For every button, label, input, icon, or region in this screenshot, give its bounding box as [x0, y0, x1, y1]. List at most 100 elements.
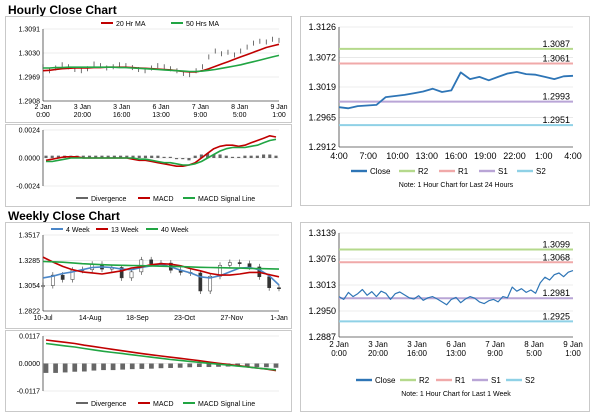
legend-label: Divergence [91, 401, 127, 408]
hourly-levels-panel: 1.3126 1.3072 1.3019 1.2965 1.2912 1.3087 1.30… [300, 16, 590, 206]
price-candle [41, 285, 45, 287]
divergence-bar [249, 155, 253, 158]
level-label-r1: 1.3061 [542, 53, 570, 63]
x-tick-label: 20:00 [74, 112, 92, 119]
price-candle [277, 287, 281, 289]
y-tick-label: 1.3019 [308, 82, 336, 92]
level-label-s2: 1.2951 [542, 115, 570, 125]
divergence-bar [244, 363, 250, 367]
x-tick-label: 8 Jan [524, 340, 544, 349]
divergence-bar [224, 155, 228, 158]
price-candle [208, 275, 213, 292]
x-tick-label: 5:00 [526, 349, 542, 358]
legend-label: Close [370, 167, 391, 176]
y-tick-label: 1.3139 [308, 228, 336, 238]
week4-line [42, 263, 280, 286]
y-tick-label: 1.3517 [19, 233, 41, 240]
week13-line [42, 256, 280, 278]
x-tick-label: 4:00 [330, 151, 348, 161]
divergence-bar [262, 154, 266, 158]
divergence-bar [212, 154, 216, 158]
x-tick-label: 0:00 [36, 112, 50, 119]
x-tick-label: 1:00 [272, 112, 286, 119]
legend-label: 13 Week [111, 227, 139, 234]
close-line [338, 71, 574, 110]
price-candle [129, 271, 134, 279]
divergence-bar [206, 363, 212, 368]
x-tick-label: 6 Jan [152, 104, 169, 111]
divergence-bar [119, 155, 123, 158]
legend-label: MACD [153, 401, 174, 408]
divergence-bar [100, 155, 104, 158]
divergence-bar [237, 156, 241, 158]
legend-label: 4 Week [66, 227, 90, 234]
y-tick-label: 1.3013 [308, 280, 336, 290]
x-tick-label: 14-Aug [79, 315, 102, 322]
price-candle [237, 262, 242, 264]
x-tick-label: 7 Jan [485, 340, 505, 349]
x-tick-label: 9 Jan [563, 340, 583, 349]
divergence-bar [158, 363, 164, 369]
divergence-bar [87, 155, 92, 158]
hourly-macd-chart: 0.0024 0.0000 -0.0024 Divergence MACD MACD Si… [16, 128, 279, 203]
divergence-bar [174, 158, 179, 160]
x-tick-label: 3 Jan [407, 340, 427, 349]
divergence-bar [187, 158, 191, 161]
x-tick-label: 4:00 [564, 151, 582, 161]
level-label-s1: 1.2981 [542, 288, 570, 298]
divergence-bar [150, 155, 154, 158]
x-tick-label: 3 Jan [368, 340, 388, 349]
weekly-price-chart: 4 Week 13 Week 40 Week 1.3517 1.3285 1.3054 1.… [19, 227, 288, 322]
divergence-bar [264, 363, 269, 368]
y-tick-label: 1.2908 [19, 99, 41, 106]
close-line [338, 270, 574, 306]
divergence-bar [62, 363, 68, 373]
y-tick-label: 1.3076 [308, 254, 336, 264]
y-tick-label: 0.0000 [19, 156, 41, 163]
x-tick-label: 5:00 [233, 112, 247, 119]
chart-note: Note: 1 Hour Chart for Last 1 Week [401, 391, 511, 398]
divergence-bar [218, 154, 222, 158]
y-tick-label: 1.2969 [19, 75, 41, 82]
y-tick-label: 1.2912 [308, 142, 336, 152]
weekly-levels-chart: 1.3139 1.3076 1.3013 1.2950 1.2887 1.3099 1.30… [308, 228, 583, 398]
divergence-bar [81, 155, 85, 158]
divergence-bar [162, 156, 166, 158]
price-candle [198, 272, 203, 292]
x-tick-label: 23-Oct [174, 315, 195, 322]
x-tick-label: 13:00 [415, 151, 438, 161]
divergence-bar [43, 363, 49, 373]
x-tick-label: 1-Jan [270, 315, 288, 322]
macd-signal-line [46, 138, 277, 166]
y-tick-label: 1.2965 [308, 112, 336, 122]
y-tick-label: -0.0024 [16, 184, 40, 191]
x-tick-label: 10:00 [386, 151, 409, 161]
y-tick-label: 0.0117 [19, 334, 40, 341]
hourly-macd-panel: 0.0024 0.0000 -0.0024 Divergence MACD MACD Si… [5, 124, 292, 207]
y-tick-label: 1.2822 [19, 309, 41, 316]
x-tick-label: 16:00 [445, 151, 468, 161]
divergence-bar [199, 154, 203, 158]
y-tick-label: 1.2887 [308, 332, 336, 342]
divergence-bar [131, 155, 135, 158]
price-candle [227, 262, 232, 266]
hourly-section-title: Hourly Close Chart [8, 3, 117, 17]
x-tick-label: 7 Jan [192, 104, 209, 111]
legend-label: R2 [418, 167, 429, 176]
divergence-bar [177, 363, 183, 368]
divergence-bar [91, 363, 97, 371]
y-tick-label: 1.3126 [308, 22, 336, 32]
x-tick-label: 13:00 [152, 112, 170, 119]
x-tick-label: 20:00 [368, 349, 389, 358]
divergence-bar [53, 363, 58, 373]
divergence-bar [168, 156, 172, 158]
x-tick-label: 9:00 [487, 349, 503, 358]
divergence-bar [206, 153, 210, 158]
legend-label: Close [375, 376, 396, 385]
legend-label: 40 Week [161, 227, 189, 234]
chart-note: Note: 1 Hour Chart for Last 24 Hours [399, 182, 514, 189]
weekly-macd-panel: 0.0117 0.0000 -0.0117 Divergence MACD MACD Si… [5, 330, 292, 412]
legend-label: 50 Hrs MA [186, 21, 219, 28]
legend-label: S1 [491, 376, 501, 385]
weekly-levels-panel: 1.3139 1.3076 1.3013 1.2950 1.2887 1.3099 1.30… [300, 222, 590, 412]
